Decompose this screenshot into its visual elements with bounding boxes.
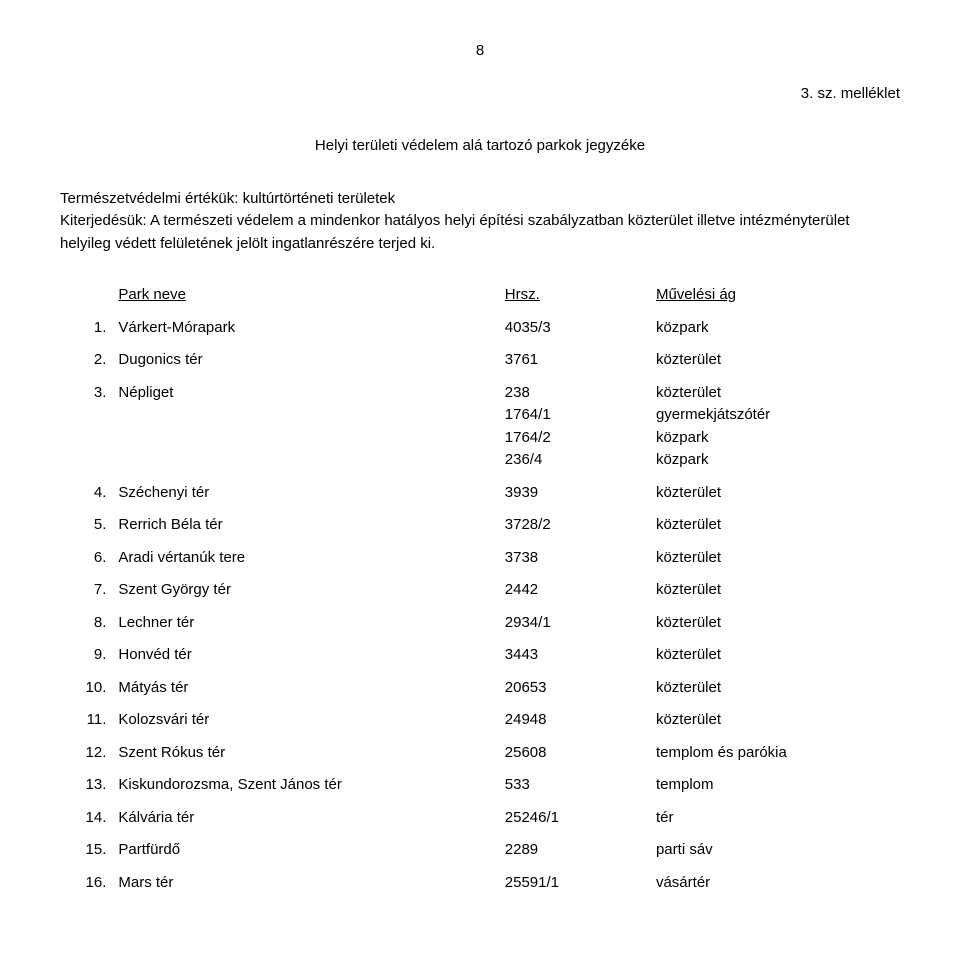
table-row: 5.Rerrich Béla tér3728/2közterület [60,509,900,542]
row-number: 13. [60,769,110,802]
table-body: 1.Várkert-Mórapark4035/3közpark2.Dugonic… [60,312,900,900]
table-row: 16.Mars tér25591/1vásártér [60,867,900,900]
muvelesi-ag: templom [648,769,900,802]
row-number: 4. [60,477,110,510]
table-row: 8.Lechner tér2934/1közterület [60,607,900,640]
hrsz: 3738 [497,542,648,575]
muvelesi-ag: közterület [648,574,900,607]
hrsz: 25608 [497,737,648,770]
col-hrsz: Hrsz. [497,279,648,312]
muvelesi-ag: parti sáv [648,834,900,867]
page-number: 8 [60,40,900,63]
table-row: 12.Szent Rókus tér25608templom és paróki… [60,737,900,770]
table-row: 1.Várkert-Mórapark4035/3közpark [60,312,900,345]
hrsz: 20653 [497,672,648,705]
table-row: 6.Aradi vértanúk tere3738közterület [60,542,900,575]
hrsz: 25591/1 [497,867,648,900]
table-row: 15.Partfürdő2289parti sáv [60,834,900,867]
table-row: 2.Dugonics tér3761közterület [60,344,900,377]
park-name: Partfürdő [110,834,496,867]
hrsz: 3761 [497,344,648,377]
muvelesi-ag: templom és parókia [648,737,900,770]
hrsz: 533 [497,769,648,802]
park-name: Várkert-Mórapark [110,312,496,345]
main-title: Helyi területi védelem alá tartozó parko… [60,135,900,158]
muvelesi-ag: közterület gyermekjátszótér közpark közp… [648,377,900,477]
table-row: 7.Szent György tér2442közterület [60,574,900,607]
appendix-label: 3. sz. melléklet [60,83,900,106]
hrsz: 24948 [497,704,648,737]
park-name: Rerrich Béla tér [110,509,496,542]
col-mag: Művelési ág [648,279,900,312]
table-row: 9.Honvéd tér3443közterület [60,639,900,672]
park-name: Népliget [110,377,496,477]
park-name: Széchenyi tér [110,477,496,510]
park-name: Mátyás tér [110,672,496,705]
hrsz: 25246/1 [497,802,648,835]
row-number: 10. [60,672,110,705]
park-name: Lechner tér [110,607,496,640]
muvelesi-ag: közterület [648,639,900,672]
row-number: 16. [60,867,110,900]
row-number: 3. [60,377,110,477]
col-name: Park neve [110,279,496,312]
row-number: 2. [60,344,110,377]
park-name: Szent György tér [110,574,496,607]
table-header-row: Park neve Hrsz. Művelési ág [60,279,900,312]
park-name: Aradi vértanúk tere [110,542,496,575]
park-name: Kálvária tér [110,802,496,835]
hrsz: 2289 [497,834,648,867]
table-row: 11.Kolozsvári tér24948közterület [60,704,900,737]
table-row: 3.Népliget238 1764/1 1764/2 236/4közterü… [60,377,900,477]
hrsz: 3939 [497,477,648,510]
muvelesi-ag: közterület [648,607,900,640]
hrsz: 3728/2 [497,509,648,542]
col-blank [60,279,110,312]
row-number: 14. [60,802,110,835]
muvelesi-ag: tér [648,802,900,835]
park-name: Szent Rókus tér [110,737,496,770]
row-number: 9. [60,639,110,672]
muvelesi-ag: közterület [648,704,900,737]
hrsz: 2934/1 [497,607,648,640]
hrsz: 238 1764/1 1764/2 236/4 [497,377,648,477]
table-row: 13.Kiskundorozsma, Szent János tér533tem… [60,769,900,802]
park-name: Kolozsvári tér [110,704,496,737]
table-row: 10.Mátyás tér20653közterület [60,672,900,705]
muvelesi-ag: közterület [648,477,900,510]
hrsz: 3443 [497,639,648,672]
muvelesi-ag: vásártér [648,867,900,900]
park-name: Dugonics tér [110,344,496,377]
row-number: 5. [60,509,110,542]
row-number: 11. [60,704,110,737]
table-row: 14.Kálvária tér25246/1tér [60,802,900,835]
muvelesi-ag: közpark [648,312,900,345]
park-name: Kiskundorozsma, Szent János tér [110,769,496,802]
muvelesi-ag: közterület [648,542,900,575]
muvelesi-ag: közterület [648,672,900,705]
row-number: 12. [60,737,110,770]
muvelesi-ag: közterület [648,344,900,377]
intro-paragraph: Természetvédelmi értékük: kultúrtörténet… [60,188,900,256]
parks-table: Park neve Hrsz. Művelési ág 1.Várkert-Mó… [60,279,900,899]
row-number: 7. [60,574,110,607]
row-number: 1. [60,312,110,345]
muvelesi-ag: közterület [648,509,900,542]
park-name: Honvéd tér [110,639,496,672]
hrsz: 4035/3 [497,312,648,345]
hrsz: 2442 [497,574,648,607]
row-number: 8. [60,607,110,640]
park-name: Mars tér [110,867,496,900]
table-row: 4.Széchenyi tér3939közterület [60,477,900,510]
row-number: 15. [60,834,110,867]
row-number: 6. [60,542,110,575]
